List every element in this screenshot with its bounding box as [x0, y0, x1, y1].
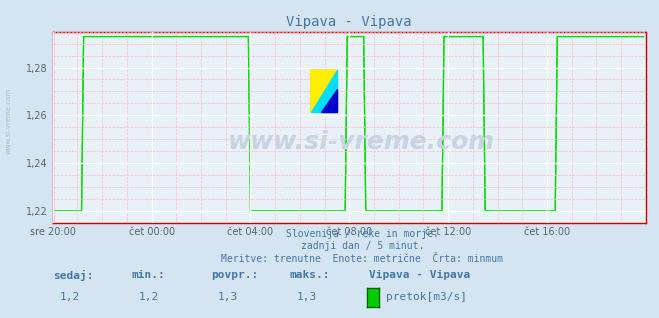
Text: 1,3: 1,3: [297, 292, 317, 302]
Text: zadnji dan / 5 minut.: zadnji dan / 5 minut.: [301, 241, 424, 252]
Text: Vipava - Vipava: Vipava - Vipava: [369, 270, 471, 280]
Polygon shape: [310, 70, 337, 112]
Text: sedaj:: sedaj:: [53, 270, 93, 280]
Text: Meritve: trenutne  Enote: metrične  Črta: minmum: Meritve: trenutne Enote: metrične Črta: …: [221, 254, 503, 264]
Text: Slovenija / reke in morje.: Slovenija / reke in morje.: [286, 229, 439, 239]
Text: 1,2: 1,2: [59, 292, 80, 302]
Title: Vipava - Vipava: Vipava - Vipava: [287, 15, 412, 29]
Text: maks.:: maks.:: [290, 270, 330, 280]
Text: pretok[m3/s]: pretok[m3/s]: [386, 292, 467, 302]
Polygon shape: [322, 89, 337, 112]
Text: 1,2: 1,2: [138, 292, 159, 302]
Text: www.si-vreme.com: www.si-vreme.com: [5, 88, 12, 154]
Text: www.si-vreme.com: www.si-vreme.com: [227, 130, 495, 155]
Text: 1,3: 1,3: [217, 292, 238, 302]
Text: povpr.:: povpr.:: [211, 270, 258, 280]
Polygon shape: [310, 70, 337, 112]
Text: min.:: min.:: [132, 270, 165, 280]
